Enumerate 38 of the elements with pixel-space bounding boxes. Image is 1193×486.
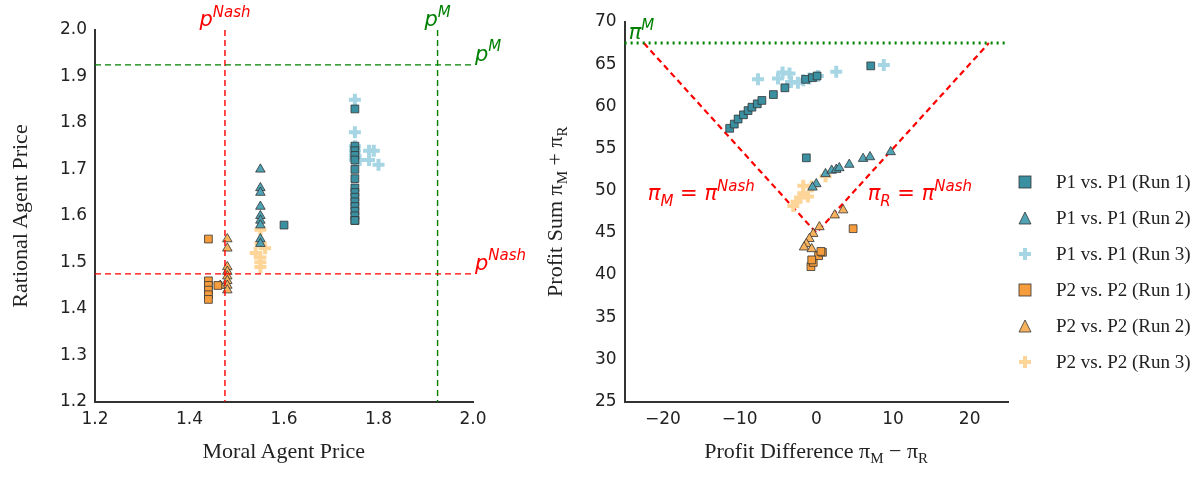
- y-tick-label: 1.7: [59, 157, 88, 178]
- y-tick-label: 1.6: [59, 204, 88, 225]
- legend-label: P2 vs. P2 (Run 3): [1056, 349, 1191, 374]
- x-tick-label: 1.6: [270, 408, 298, 429]
- legend-label: P1 vs. P1 (Run 3): [1056, 241, 1191, 266]
- x-tick-label: 1.4: [176, 408, 204, 429]
- y-tick-label: 50: [594, 179, 617, 200]
- y-tick-label: 25: [594, 390, 617, 411]
- legend-label: P2 vs. P2 (Run 1): [1056, 277, 1191, 302]
- legend-label: P2 vs. P2 (Run 2): [1056, 313, 1191, 338]
- x-tick-label: 1.2: [81, 408, 109, 429]
- y-tick-label: 1.9: [59, 64, 88, 85]
- y-tick-label: 45: [594, 221, 617, 242]
- y-axis-title: Rational Agent Price: [6, 124, 33, 308]
- x-tick-label: −20: [645, 408, 681, 429]
- y-tick-label: 30: [594, 347, 617, 368]
- y-tick-label: 65: [594, 52, 617, 73]
- y-tick-label: 35: [594, 305, 617, 326]
- legend-label: P1 vs. P1 (Run 2): [1056, 205, 1191, 230]
- y-tick-label: 1.3: [59, 343, 88, 364]
- x-axis-title: Profit Difference π$_{M}$ − π$_{R}$: [704, 437, 929, 467]
- y-tick-label: 40: [594, 263, 617, 284]
- x-tick-label: 10: [882, 408, 904, 429]
- x-axis-title: Moral Agent Price: [202, 437, 366, 464]
- y-tick-label: 2.0: [59, 18, 88, 39]
- y-tick-label: 1.2: [59, 390, 88, 411]
- y-tick-label: 60: [594, 94, 617, 115]
- x-tick-label: −10: [721, 408, 758, 429]
- y-tick-label: 1.5: [59, 250, 88, 271]
- x-tick-label: 20: [958, 408, 981, 429]
- legend-label: P1 vs. P1 (Run 1): [1056, 169, 1191, 194]
- x-tick-label: 2.0: [459, 408, 487, 429]
- y-tick-label: 1.4: [59, 297, 88, 318]
- x-tick-label: 1.8: [364, 408, 393, 429]
- y-tick-label: 55: [594, 136, 617, 157]
- y-tick-label: 1.8: [59, 111, 88, 132]
- y-tick-label: 70: [594, 10, 617, 31]
- x-tick-label: 0: [810, 408, 822, 429]
